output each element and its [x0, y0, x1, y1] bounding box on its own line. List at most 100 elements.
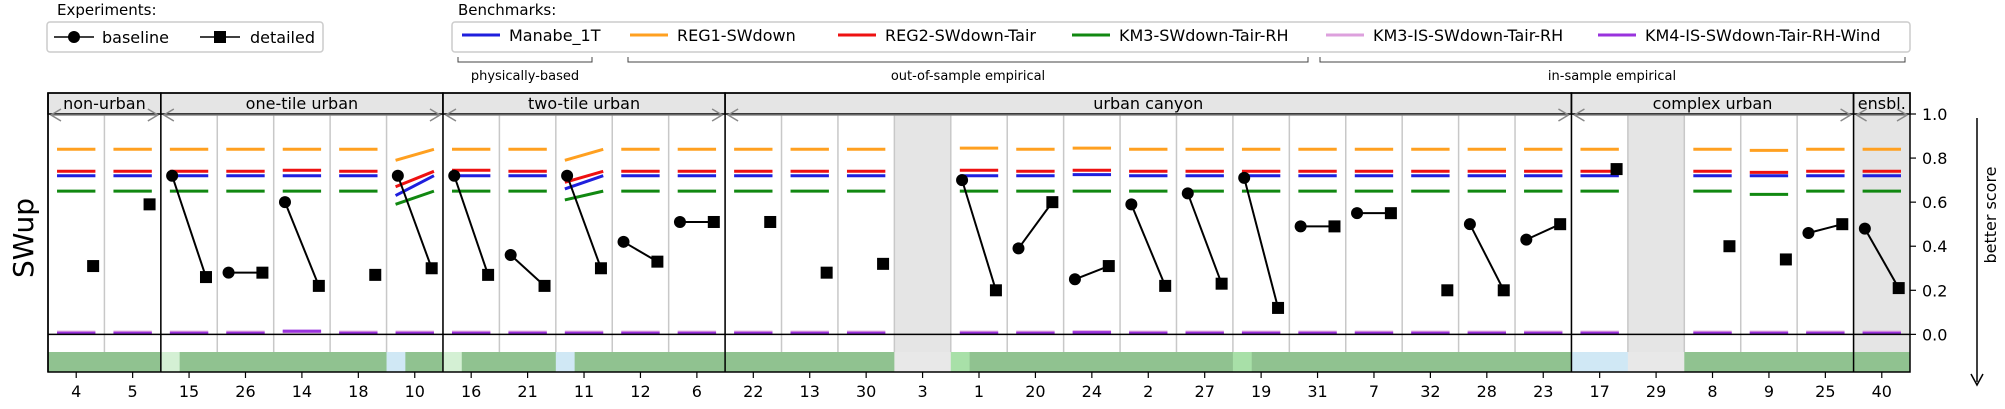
detailed-point-site-8 — [1723, 240, 1736, 253]
experiment-link-site-11 — [566, 175, 602, 269]
detailed-point-site-32 — [1441, 284, 1454, 297]
x-tick-label-4: 4 — [71, 382, 81, 401]
legend-label-KM4-IS-SWdown-Tair-RH-Wind: KM4-IS-SWdown-Tair-RH-Wind — [1645, 26, 1881, 45]
group-label-two-tile urban: two-tile urban — [528, 94, 640, 113]
x-tick-label-15: 15 — [179, 382, 199, 401]
legend-detailed-marker — [214, 31, 226, 43]
score-strip-26 — [217, 352, 275, 372]
detailed-point-site-28 — [1497, 284, 1510, 297]
score-strip-12 — [612, 352, 670, 372]
group-arrow-right — [429, 108, 442, 122]
benchmarks-legend-title: Benchmarks: — [458, 1, 556, 19]
group-label-complex urban: complex urban — [1653, 94, 1773, 113]
score-strip-19 — [1270, 352, 1290, 372]
better-score-label: better score — [1981, 166, 2000, 263]
benchmark-REG2-SWdown-Tair-site-11 — [564, 169, 604, 184]
detailed-point-site-17 — [1610, 163, 1623, 176]
score-strip-15 — [160, 352, 181, 372]
y-tick-label: 0.2 — [1922, 281, 1947, 300]
bracket-label-out-of-sample: out-of-sample empirical — [891, 69, 1045, 84]
bracket-label-in-sample: in-sample empirical — [1548, 69, 1676, 84]
experiment-link-site-2 — [1130, 203, 1167, 287]
benchmark-lines — [57, 146, 1901, 335]
bracket-physically-based — [457, 57, 593, 63]
score-strip-11 — [593, 352, 613, 372]
detailed-point-site-5 — [143, 198, 156, 211]
score-strip-3 — [894, 352, 952, 372]
score-strip-8 — [1684, 352, 1742, 372]
group-arrow-left — [726, 108, 739, 122]
x-tick-label-18: 18 — [348, 382, 368, 401]
legend-label-KM3-SWdown-Tair-RH: KM3-SWdown-Tair-RH — [1119, 26, 1289, 45]
experiments-legend: Experiments: baseline detailed — [46, 1, 324, 53]
detailed-point-site-40 — [1892, 282, 1905, 295]
group-arrow-left — [1855, 108, 1867, 122]
x-tick-label-23: 23 — [1533, 382, 1553, 401]
baseline-point-site-16 — [448, 169, 461, 182]
score-strip-15 — [179, 352, 199, 372]
detailed-point-site-18 — [369, 268, 382, 281]
group-arrow-right — [147, 108, 160, 122]
group-label-ensbl.: ensbl. — [1858, 94, 1906, 113]
detailed-point-site-2 — [1159, 279, 1172, 292]
x-tick-label-24: 24 — [1082, 382, 1102, 401]
baseline-point-site-24 — [1068, 273, 1081, 286]
group-arrow-right — [711, 108, 724, 122]
group-label-one-tile urban: one-tile urban — [246, 94, 358, 113]
score-strip-13 — [781, 352, 839, 372]
score-strip-40 — [1853, 352, 1911, 372]
detailed-point-site-14 — [312, 279, 325, 292]
experiments-legend-box — [46, 21, 324, 53]
x-tick-label-16: 16 — [461, 382, 481, 401]
detailed-point-site-23 — [1554, 218, 1567, 231]
detailed-point-site-21 — [538, 279, 551, 292]
legend-label-REG2-SWdown-Tair: REG2-SWdown-Tair — [885, 26, 1036, 45]
score-strip-9 — [1740, 352, 1798, 372]
score-strip-27 — [1176, 352, 1234, 372]
detailed-point-site-26 — [256, 266, 269, 279]
score-strip-16 — [480, 352, 500, 372]
score-strip-17 — [1571, 352, 1629, 372]
x-tick-label-13: 13 — [800, 382, 820, 401]
detailed-point-site-6 — [707, 215, 720, 228]
baseline-point-site-20 — [1012, 242, 1025, 255]
score-strip-5 — [104, 352, 162, 372]
score-strip-14 — [273, 352, 331, 372]
score-strip-19 — [1251, 352, 1272, 372]
y-tick-label: 0.4 — [1922, 237, 1947, 256]
detailed-point-site-31 — [1328, 220, 1341, 233]
group-label-non-urban: non-urban — [63, 94, 146, 113]
x-tick-label-3: 3 — [917, 382, 927, 401]
detailed-point-site-27 — [1215, 277, 1228, 290]
score-strip-30 — [837, 352, 895, 372]
experiments-legend-title: Experiments: — [57, 1, 157, 19]
legend-baseline-marker — [68, 31, 80, 43]
detailed-point-site-13 — [820, 266, 833, 279]
benchmark-REG1-SWdown-site-11 — [564, 147, 604, 162]
group-arrow-right — [1896, 108, 1909, 122]
experiment-link-site-20 — [1017, 201, 1054, 250]
detailed-point-site-15 — [199, 271, 212, 284]
baseline-point-site-21 — [504, 249, 517, 262]
x-tick-label-31: 31 — [1307, 382, 1327, 401]
score-strip-15 — [198, 352, 218, 372]
bracket-label-physically-based: physically-based — [471, 69, 579, 84]
score-strip-10 — [405, 352, 425, 372]
baseline-point-site-26 — [222, 266, 235, 279]
axes: 4 5 15 26 14 18 10 16 21 11 12 6 22 13 30 3 1 20 24 2 27 19 31… — [47, 92, 1947, 401]
baseline-point-site-6 — [673, 215, 686, 228]
group-arrow-left — [49, 108, 62, 122]
benchmark-REG1-SWdown-site-10 — [395, 147, 435, 162]
legend-detailed-label: detailed — [250, 28, 315, 47]
baseline-point-site-14 — [278, 196, 291, 209]
score-strip-25 — [1797, 352, 1855, 372]
y-tick-label: 1.0 — [1922, 105, 1947, 124]
x-tick-label-27: 27 — [1195, 382, 1215, 401]
y-tick-label: 0.0 — [1922, 325, 1947, 344]
score-strip-7 — [1345, 352, 1403, 372]
detailed-point-site-4 — [87, 260, 100, 273]
detailed-point-site-10 — [425, 262, 438, 275]
baseline-point-site-7 — [1351, 207, 1364, 220]
score-strip-11 — [555, 352, 576, 372]
